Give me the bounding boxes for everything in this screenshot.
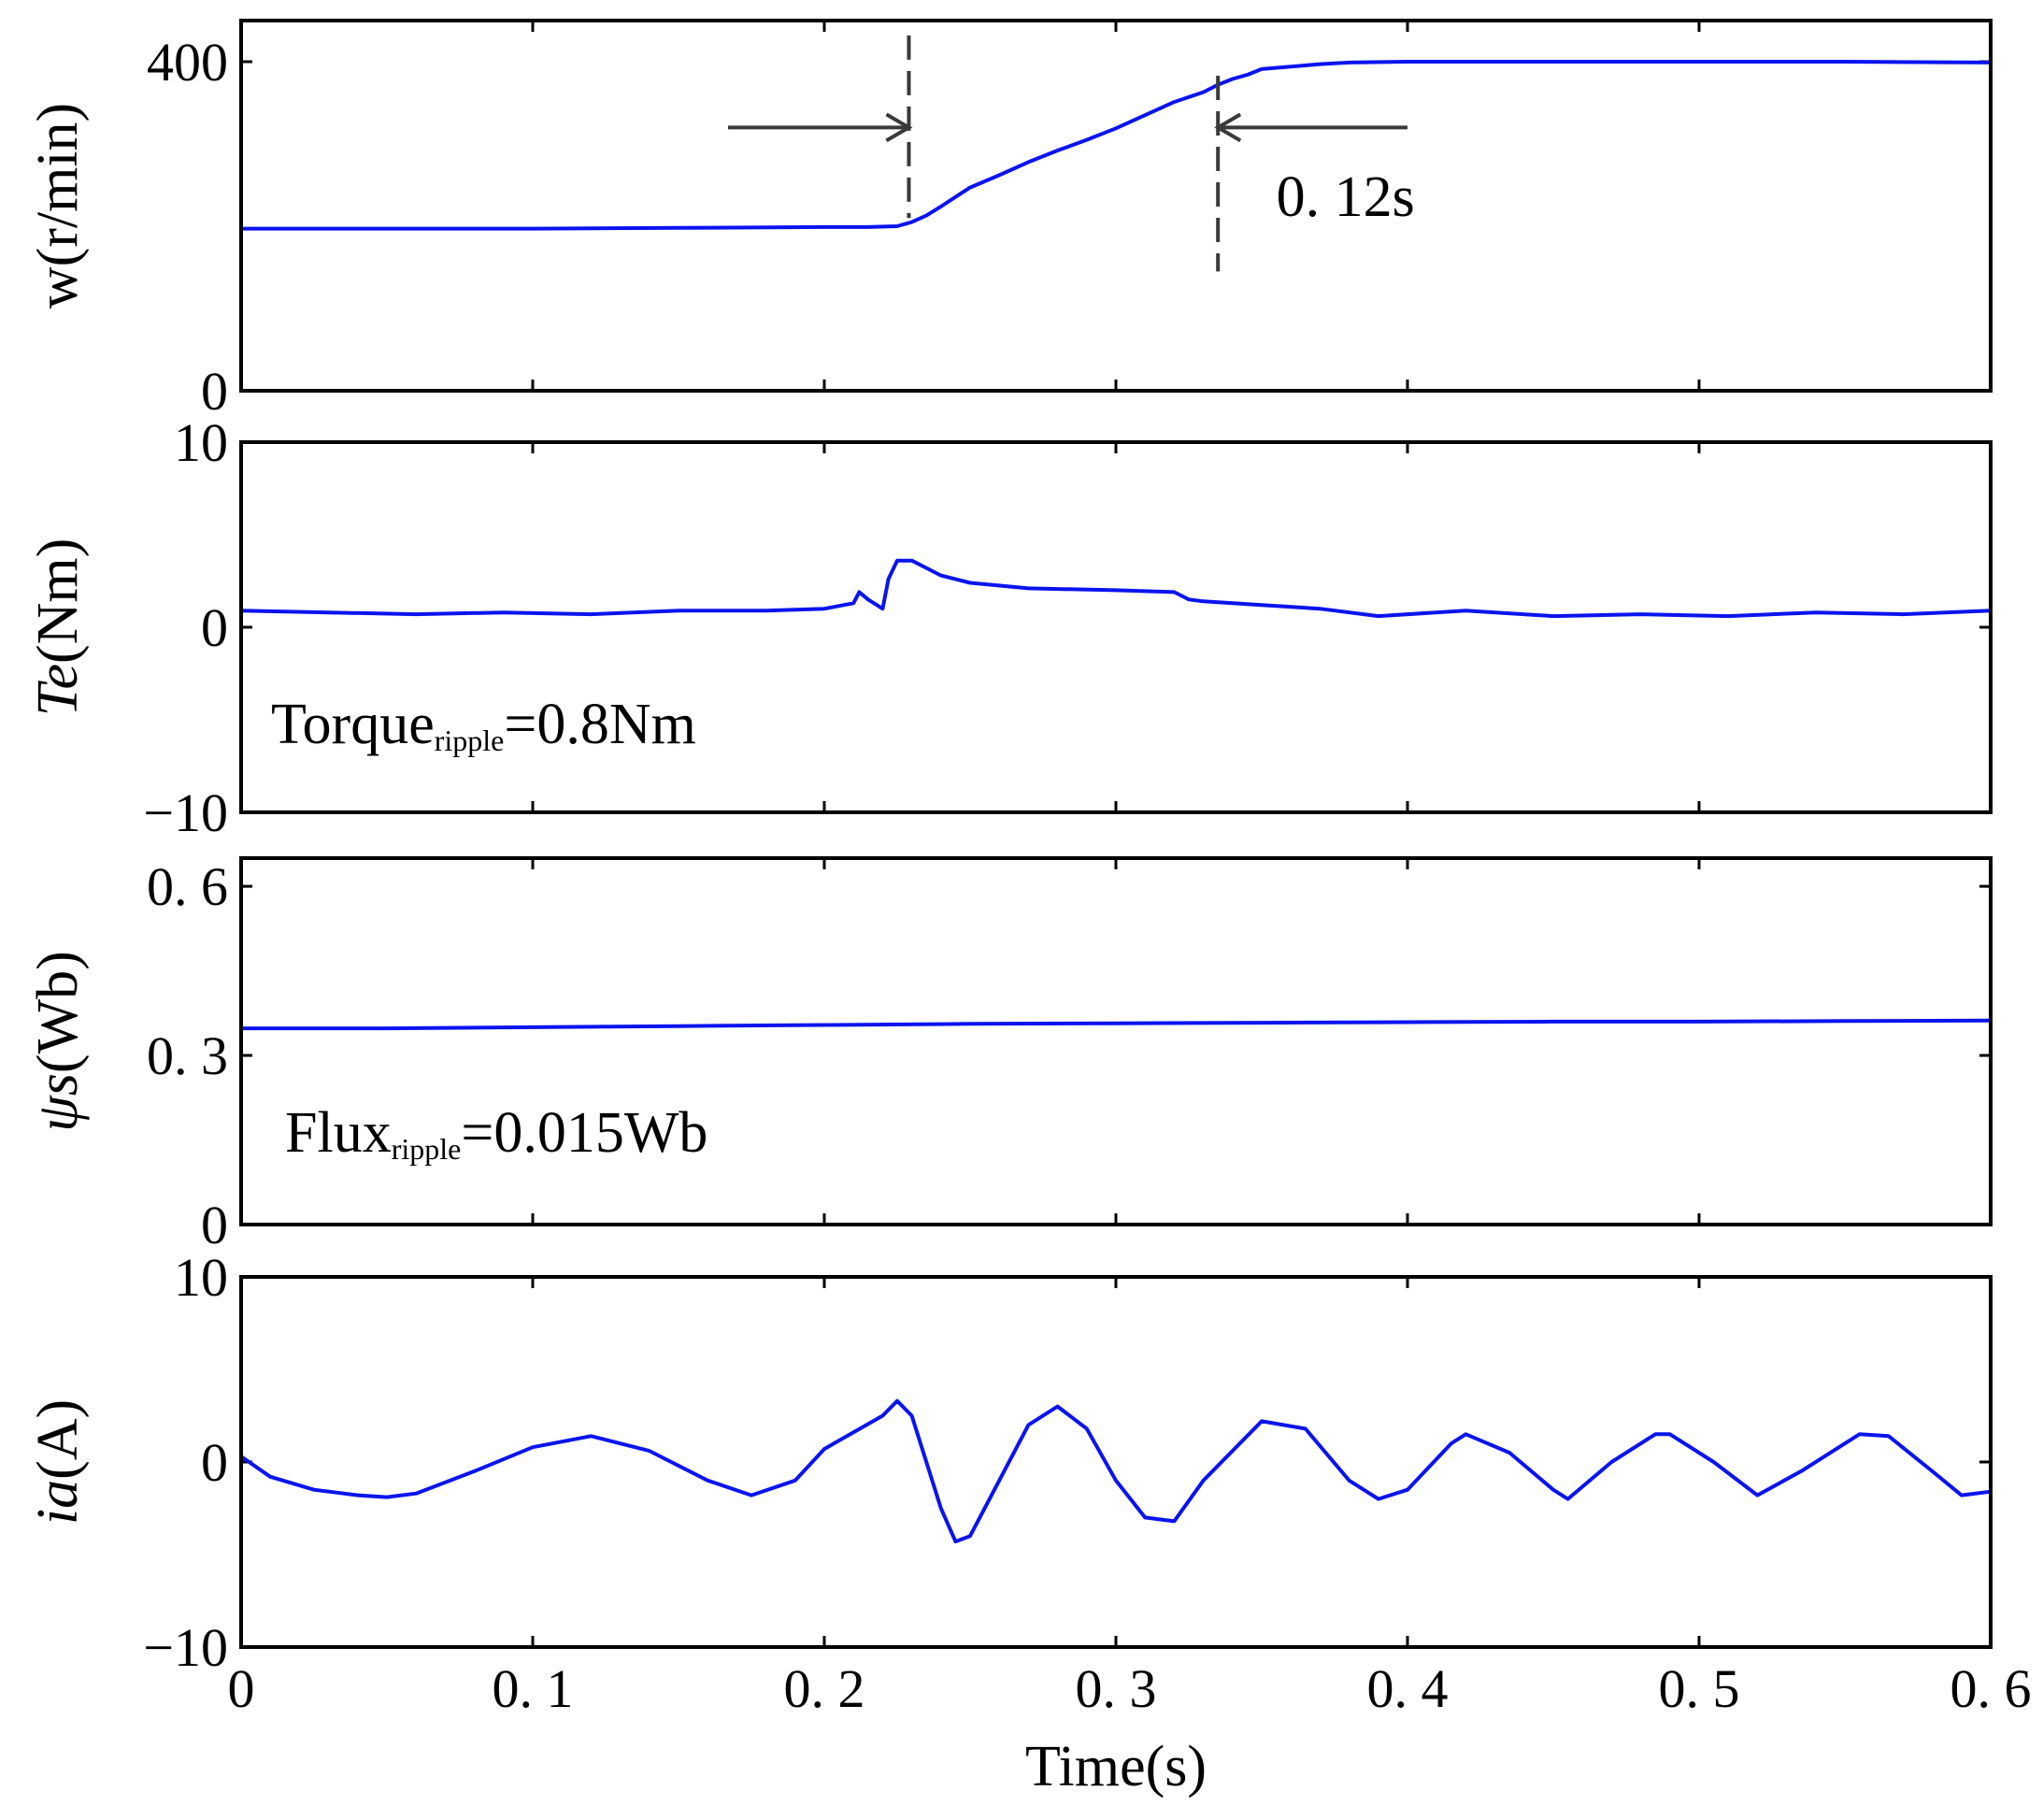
- xtick-label: 0: [228, 1658, 255, 1719]
- torque-ytick-label: −10: [143, 782, 228, 843]
- speed-tick-marks: [239, 21, 1993, 393]
- current-ytick-label: 0: [201, 1432, 228, 1493]
- current-ytick-label: 10: [174, 1247, 228, 1308]
- torque-ytick-label: 10: [174, 412, 228, 473]
- xtick-label: 0. 2: [784, 1658, 865, 1719]
- speed-ytick-label: 0: [201, 361, 228, 422]
- torque-ripple-annotation: Torqueripple=0.8Nm: [271, 693, 696, 757]
- speed-annotation-marks: [728, 35, 1407, 272]
- current-tick-marks: [239, 1275, 1993, 1649]
- torque-axes-frame: [239, 440, 1993, 814]
- flux-axes-frame: [239, 856, 1993, 1226]
- current-panel: −10 0 10 ia(A) 0 0. 1 0. 2 0. 3 0. 4 0. …: [26, 1247, 2032, 1799]
- flux-ripple-annotation: Fluxripple=0.015Wb: [285, 1101, 707, 1166]
- xlabel: Time(s): [1025, 1735, 1207, 1799]
- arrow-head: [1214, 112, 1242, 143]
- speed-duration-annotation: 0. 12s: [1277, 165, 1415, 229]
- xtick-label: 0. 3: [1076, 1658, 1157, 1719]
- torque-series-line: [240, 558, 1992, 619]
- current-ytick-label: −10: [143, 1617, 228, 1678]
- arrow-head: [885, 112, 913, 143]
- torque-ytick-label: 0: [201, 597, 228, 658]
- torque-ylabel: Te(Nm): [26, 538, 90, 717]
- current-axes-frame: [239, 1275, 1993, 1649]
- xtick-label: 0. 1: [493, 1658, 574, 1719]
- xtick-label: 0. 5: [1659, 1658, 1740, 1719]
- speed-panel: 0 400 w(r/min) 0. 12s: [26, 19, 1993, 422]
- flux-panel: 0 0. 3 0. 6 ψs(Wb) Fluxripple=0.015Wb: [26, 856, 1993, 1255]
- xtick-label: 0. 6: [1950, 1658, 2032, 1719]
- speed-ylabel: w(r/min): [26, 103, 90, 308]
- flux-series-line: [241, 1018, 1992, 1031]
- flux-tick-marks: [239, 858, 1993, 1226]
- current-series-line: [239, 1398, 1992, 1544]
- speed-axes-frame: [239, 19, 1993, 393]
- xtick-label: 0. 4: [1367, 1658, 1449, 1719]
- torque-panel: −10 0 10 Te(Nm) Torqueripple=0.8Nm: [26, 412, 1993, 843]
- current-ylabel: ia(A): [26, 1399, 90, 1525]
- flux-ytick-label: 0: [201, 1195, 228, 1255]
- speed-ytick-label: 400: [147, 32, 228, 93]
- speed-series-line: [241, 60, 1992, 231]
- flux-ylabel: ψs(Wb): [26, 951, 90, 1131]
- flux-ytick-label: 0. 6: [147, 856, 228, 917]
- flux-ytick-label: 0. 3: [147, 1025, 228, 1086]
